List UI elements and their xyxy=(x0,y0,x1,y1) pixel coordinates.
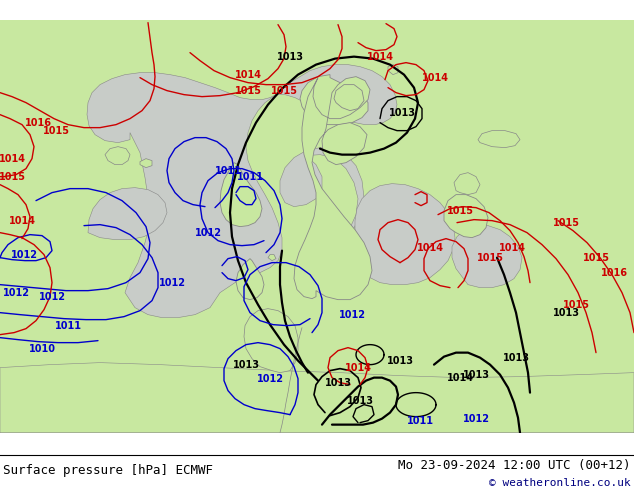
Text: 1013: 1013 xyxy=(347,395,373,406)
Polygon shape xyxy=(355,184,455,285)
Text: 1012: 1012 xyxy=(3,288,30,297)
Text: 1012: 1012 xyxy=(339,310,365,319)
Text: 1013: 1013 xyxy=(503,353,529,363)
Text: 1013: 1013 xyxy=(325,378,351,388)
Polygon shape xyxy=(444,195,488,238)
Text: Surface pressure [hPa] ECMWF: Surface pressure [hPa] ECMWF xyxy=(3,464,213,477)
Text: 1014: 1014 xyxy=(344,363,372,372)
Text: 1015: 1015 xyxy=(583,253,609,263)
Polygon shape xyxy=(140,159,152,168)
Polygon shape xyxy=(0,20,634,433)
Text: 1013: 1013 xyxy=(387,356,413,366)
Text: 1013: 1013 xyxy=(462,369,489,380)
Text: 1014: 1014 xyxy=(498,243,526,253)
Text: 1015: 1015 xyxy=(42,125,70,136)
Polygon shape xyxy=(300,74,368,124)
Text: 1011: 1011 xyxy=(214,166,242,175)
Text: 1013: 1013 xyxy=(233,360,259,369)
Text: 1012: 1012 xyxy=(11,249,37,260)
Text: 1010: 1010 xyxy=(29,343,56,354)
Polygon shape xyxy=(268,255,276,261)
Text: 1015: 1015 xyxy=(271,86,297,96)
Text: © weatheronline.co.uk: © weatheronline.co.uk xyxy=(489,478,631,488)
Text: 1016: 1016 xyxy=(25,118,51,127)
Text: 1012: 1012 xyxy=(195,228,221,238)
Polygon shape xyxy=(244,309,298,372)
Text: 1014: 1014 xyxy=(417,243,444,253)
Text: 1014: 1014 xyxy=(446,372,474,383)
Text: 1014: 1014 xyxy=(8,216,36,225)
Text: 1014: 1014 xyxy=(422,73,448,83)
Text: 1013: 1013 xyxy=(389,108,415,118)
Text: 1013: 1013 xyxy=(276,51,304,62)
Polygon shape xyxy=(280,147,364,261)
Text: 1011: 1011 xyxy=(406,416,434,426)
Polygon shape xyxy=(388,65,398,74)
Polygon shape xyxy=(294,76,372,300)
Text: 1011: 1011 xyxy=(55,320,82,331)
Polygon shape xyxy=(236,259,264,300)
Polygon shape xyxy=(87,65,397,318)
Text: 1012: 1012 xyxy=(39,292,65,302)
Polygon shape xyxy=(334,85,364,111)
Text: 1011: 1011 xyxy=(236,172,264,182)
Text: 1013: 1013 xyxy=(552,308,579,318)
Text: 1015: 1015 xyxy=(477,253,503,263)
Text: 1015: 1015 xyxy=(446,206,474,216)
Polygon shape xyxy=(478,131,520,147)
Polygon shape xyxy=(88,188,167,240)
Text: 1015: 1015 xyxy=(552,218,579,228)
Text: 1016: 1016 xyxy=(600,268,628,278)
Polygon shape xyxy=(105,147,130,165)
Text: 1012: 1012 xyxy=(257,374,283,384)
Polygon shape xyxy=(452,225,522,288)
Text: 1015: 1015 xyxy=(562,299,590,310)
Polygon shape xyxy=(220,163,262,227)
Text: 1014: 1014 xyxy=(0,154,25,164)
Polygon shape xyxy=(0,363,634,433)
Polygon shape xyxy=(454,172,480,195)
Text: 1014: 1014 xyxy=(366,51,394,62)
Text: 1014: 1014 xyxy=(235,70,261,80)
Text: 1012: 1012 xyxy=(158,278,186,288)
Text: Mo 23-09-2024 12:00 UTC (00+12): Mo 23-09-2024 12:00 UTC (00+12) xyxy=(398,459,631,472)
Text: 1012: 1012 xyxy=(462,414,489,424)
Text: 1015: 1015 xyxy=(235,86,261,96)
Text: 1015: 1015 xyxy=(0,172,25,182)
